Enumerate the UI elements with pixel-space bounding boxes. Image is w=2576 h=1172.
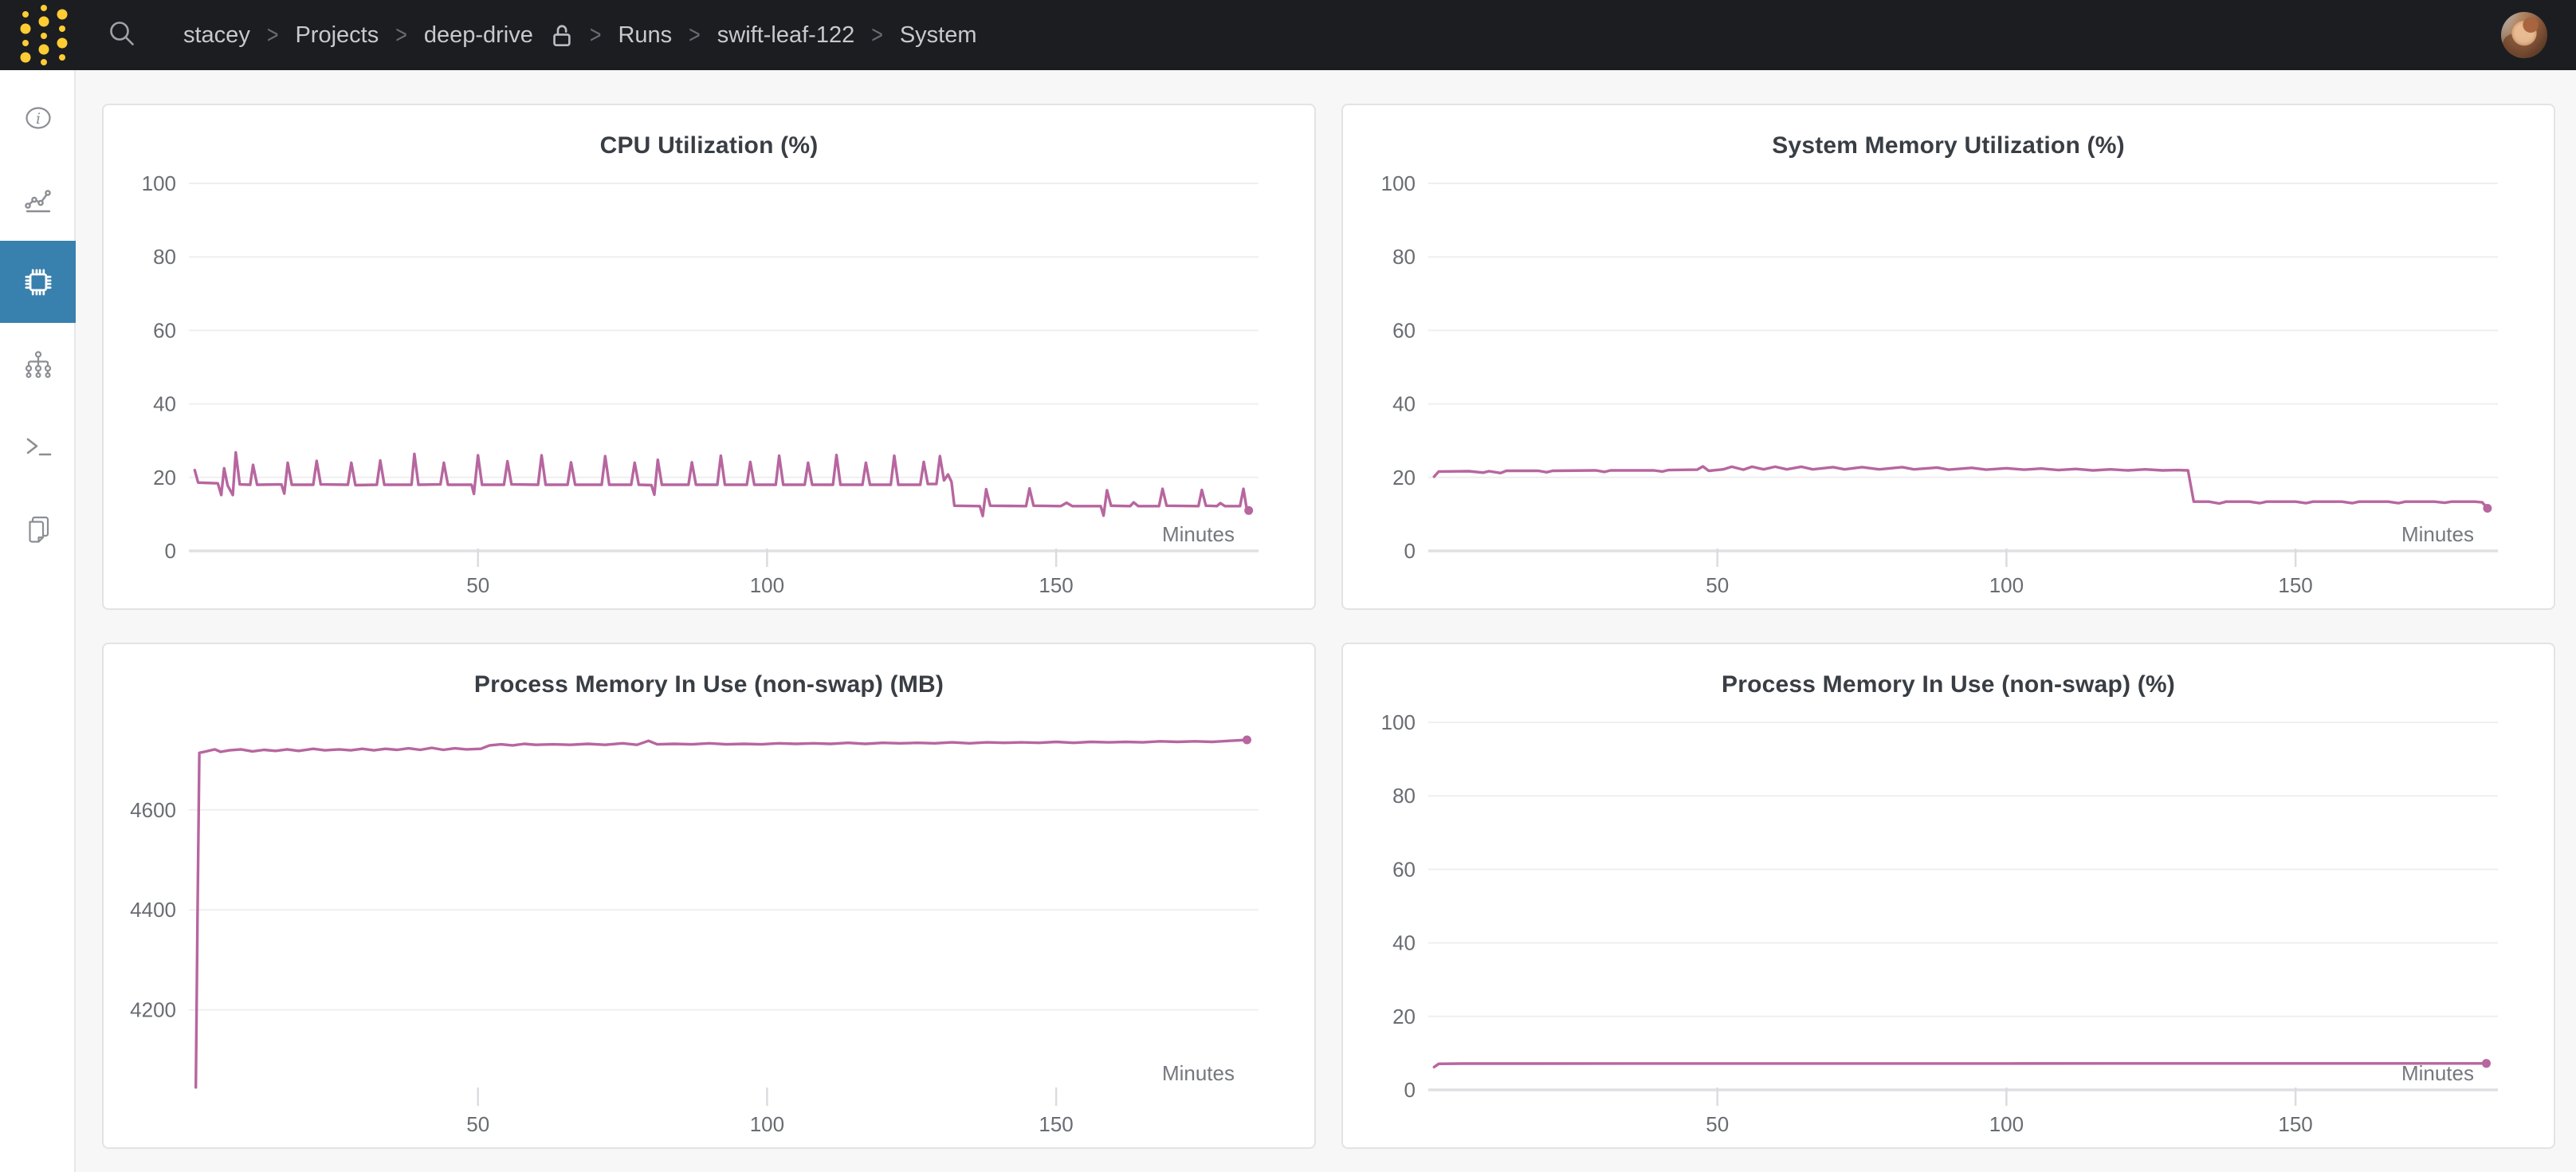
sidebar-item-charts[interactable] [0, 159, 76, 241]
svg-text:50: 50 [466, 1112, 489, 1136]
svg-text:50: 50 [1706, 573, 1729, 597]
svg-text:Minutes: Minutes [1161, 1061, 1234, 1085]
sidebar-item-overview[interactable]: i [0, 77, 76, 159]
svg-text:40: 40 [153, 392, 176, 416]
svg-text:0: 0 [1404, 1078, 1415, 1102]
svg-text:4200: 4200 [130, 998, 176, 1022]
breadcrumb-item-Runs[interactable]: Runs [618, 22, 673, 48]
chart-title: Process Memory In Use (non-swap) (MB) [473, 671, 944, 698]
chart-cpu-utilization-plot[interactable]: 0 20 40 60 80 100 50 100 150 Minutes [116, 171, 1303, 597]
breadcrumb-separator: > [689, 20, 701, 49]
svg-text:150: 150 [1039, 1112, 1073, 1136]
terminal-icon [21, 429, 56, 464]
run-sidebar: i [0, 70, 76, 1172]
svg-text:80: 80 [153, 245, 176, 269]
svg-text:100: 100 [1989, 573, 2023, 597]
breadcrumb-item-stacey[interactable]: stacey [183, 22, 250, 48]
breadcrumb-separator: > [871, 20, 883, 49]
model-icon [21, 347, 56, 382]
svg-text:Minutes: Minutes [2401, 1061, 2473, 1085]
chart-title: CPU Utilization (%) [599, 132, 819, 159]
svg-text:40: 40 [1392, 392, 1416, 416]
wandb-logo[interactable] [18, 3, 70, 67]
svg-text:150: 150 [2278, 573, 2312, 597]
svg-text:0: 0 [1404, 539, 1415, 563]
svg-text:100: 100 [749, 573, 783, 597]
breadcrumb-separator: > [266, 20, 279, 49]
sidebar-item-model[interactable] [0, 323, 76, 405]
chart-process-memory-pct-plot[interactable]: 0 20 40 60 80 100 50 100 150 Minutes [1355, 710, 2543, 1136]
svg-text:60: 60 [1392, 318, 1416, 342]
svg-text:100: 100 [1380, 171, 1415, 195]
search-button[interactable] [107, 18, 137, 53]
panel-system-memory: System Memory Utilization (%) 0 20 40 60 80 1… [1341, 104, 2555, 610]
svg-text:i: i [35, 110, 40, 128]
svg-text:80: 80 [1392, 784, 1416, 808]
svg-text:80: 80 [1392, 245, 1416, 269]
svg-text:60: 60 [153, 318, 176, 342]
breadcrumb-item-Projects[interactable]: Projects [295, 22, 379, 48]
search-icon [107, 18, 137, 53]
svg-text:150: 150 [1039, 573, 1073, 597]
sidebar-item-logs[interactable] [0, 405, 76, 487]
info-icon: i [21, 100, 56, 136]
svg-text:4600: 4600 [130, 798, 176, 822]
breadcrumb-item-System[interactable]: System [899, 22, 977, 48]
svg-text:20: 20 [1392, 1005, 1416, 1028]
svg-text:100: 100 [1380, 710, 1415, 734]
user-avatar[interactable] [2501, 12, 2547, 58]
svg-text:100: 100 [1989, 1112, 2023, 1136]
sidebar-item-system[interactable] [0, 241, 76, 323]
charts-icon [21, 183, 56, 218]
svg-text:4400: 4400 [130, 898, 176, 922]
panel-cpu-utilization: CPU Utilization (%) 0 20 40 60 80 100 50 100 150… [102, 104, 1316, 610]
top-navbar: stacey > Projects > deep-drive > Runs > swift-le… [0, 0, 2576, 70]
breadcrumb-separator: > [395, 20, 407, 49]
breadcrumb: stacey > Projects > deep-drive > Runs > swift-le… [183, 20, 977, 49]
svg-text:100: 100 [749, 1112, 783, 1136]
svg-text:150: 150 [2278, 1112, 2312, 1136]
svg-text:20: 20 [153, 466, 176, 490]
svg-text:100: 100 [141, 171, 175, 195]
breadcrumb-item-deep-drive[interactable]: deep-drive [423, 22, 533, 48]
svg-text:50: 50 [466, 573, 489, 597]
files-icon [21, 511, 56, 546]
svg-text:40: 40 [1392, 931, 1416, 955]
unlocked-icon [552, 23, 573, 48]
chart-title: System Memory Utilization (%) [1772, 132, 2125, 159]
charts-grid: CPU Utilization (%) 0 20 40 60 80 100 50 100 150… [76, 70, 2576, 1149]
svg-text:50: 50 [1706, 1112, 1729, 1136]
svg-text:Minutes: Minutes [1161, 522, 1234, 546]
panel-process-memory-pct: Process Memory In Use (non-swap) (%) 0 20… [1341, 643, 2555, 1149]
chart-process-memory-mb-plot[interactable]: 4200 4400 4600 50 100 150 Minutes [116, 710, 1303, 1136]
sidebar-item-files[interactable] [0, 487, 76, 569]
svg-text:0: 0 [164, 539, 175, 563]
cpu-icon [20, 264, 57, 301]
svg-text:60: 60 [1392, 857, 1416, 881]
chart-title: Process Memory In Use (non-swap) (%) [1722, 671, 2175, 698]
panel-process-memory-mb: Process Memory In Use (non-swap) (MB) 42… [102, 643, 1316, 1149]
svg-text:20: 20 [1392, 466, 1416, 490]
breadcrumb-item-swift-leaf-122[interactable]: swift-leaf-122 [717, 22, 855, 48]
svg-text:Minutes: Minutes [2401, 522, 2473, 546]
chart-system-memory-plot[interactable]: 0 20 40 60 80 100 50 100 150 Minutes [1355, 171, 2543, 597]
breadcrumb-separator: > [589, 20, 602, 49]
